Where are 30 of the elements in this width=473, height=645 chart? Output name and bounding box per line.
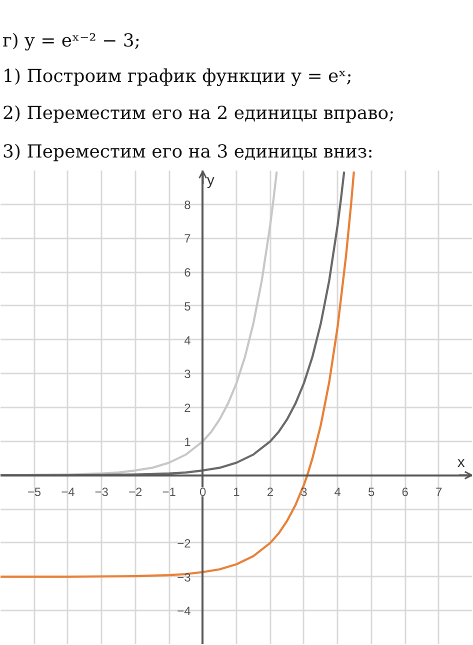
x-tick-label: −4	[61, 485, 76, 500]
text: 1) Построим график функции y = eˣ;	[2, 66, 352, 87]
y-tick-label: 3	[184, 367, 192, 382]
x-tick-label: 3	[300, 485, 308, 500]
y-tick-label: 2	[184, 401, 192, 415]
text: 2) Переместим его на 2 единицы вправо;	[2, 103, 395, 124]
chart-title: г) y = eˣ⁻² − 3;	[2, 30, 140, 52]
y-tick-label: −2	[177, 536, 192, 550]
x-tick-label: −2	[128, 485, 143, 500]
x-tick-label: −1	[162, 485, 176, 500]
y-axis-title: y	[206, 172, 215, 190]
x-tick-label: 4	[334, 485, 342, 500]
y-tick-label: 1	[184, 434, 192, 449]
text: 3) Переместим его на 3 единицы вниз:	[2, 142, 374, 162]
y-tick-label: −4	[177, 604, 192, 618]
x-tick-label: 7	[435, 485, 442, 500]
y-tick-label: 7	[184, 232, 192, 246]
y-tick-label: 4	[184, 333, 192, 348]
x-tick-label: 1	[233, 485, 240, 500]
x-tick-label: 5	[368, 485, 376, 500]
x-tick-label: 2	[266, 485, 274, 500]
y-tick-label: 8	[184, 198, 192, 212]
x-axis-title: x	[457, 454, 466, 472]
x-tick-label: 6	[402, 485, 409, 500]
y-tick-label: 5	[184, 299, 192, 314]
x-tick-label: 0	[199, 485, 206, 500]
line-series	[0, 171, 346, 476]
x-tick-label: −3	[94, 485, 109, 500]
x-tick-label: −5	[27, 485, 42, 500]
y-tick-label: 6	[184, 266, 192, 280]
